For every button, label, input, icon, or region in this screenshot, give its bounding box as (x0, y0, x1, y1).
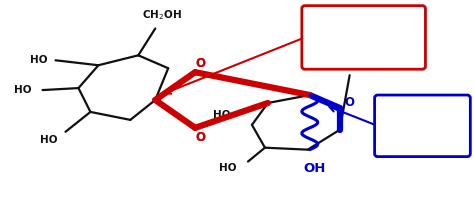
FancyBboxPatch shape (374, 95, 470, 157)
Text: O: O (195, 131, 205, 144)
Text: HO: HO (219, 163, 237, 173)
Text: O: O (345, 97, 355, 109)
Text: RO-C-OH: RO-C-OH (395, 131, 450, 141)
Text: HO: HO (30, 55, 47, 65)
FancyBboxPatch shape (302, 6, 426, 69)
Text: Hemiacetal: Hemiacetal (387, 110, 457, 120)
Text: CH$_2$OH: CH$_2$OH (142, 9, 182, 22)
Text: Acetal: Acetal (342, 20, 386, 33)
Text: OH: OH (303, 162, 326, 175)
Text: O: O (195, 131, 205, 144)
Text: HO: HO (40, 135, 57, 145)
Text: RO-C-OR: RO-C-OR (333, 42, 394, 55)
Text: O: O (195, 57, 205, 70)
Text: CH$_2$OH: CH$_2$OH (337, 55, 378, 69)
Text: O: O (195, 57, 205, 70)
Text: HO: HO (14, 85, 31, 95)
Text: HO: HO (213, 110, 231, 120)
